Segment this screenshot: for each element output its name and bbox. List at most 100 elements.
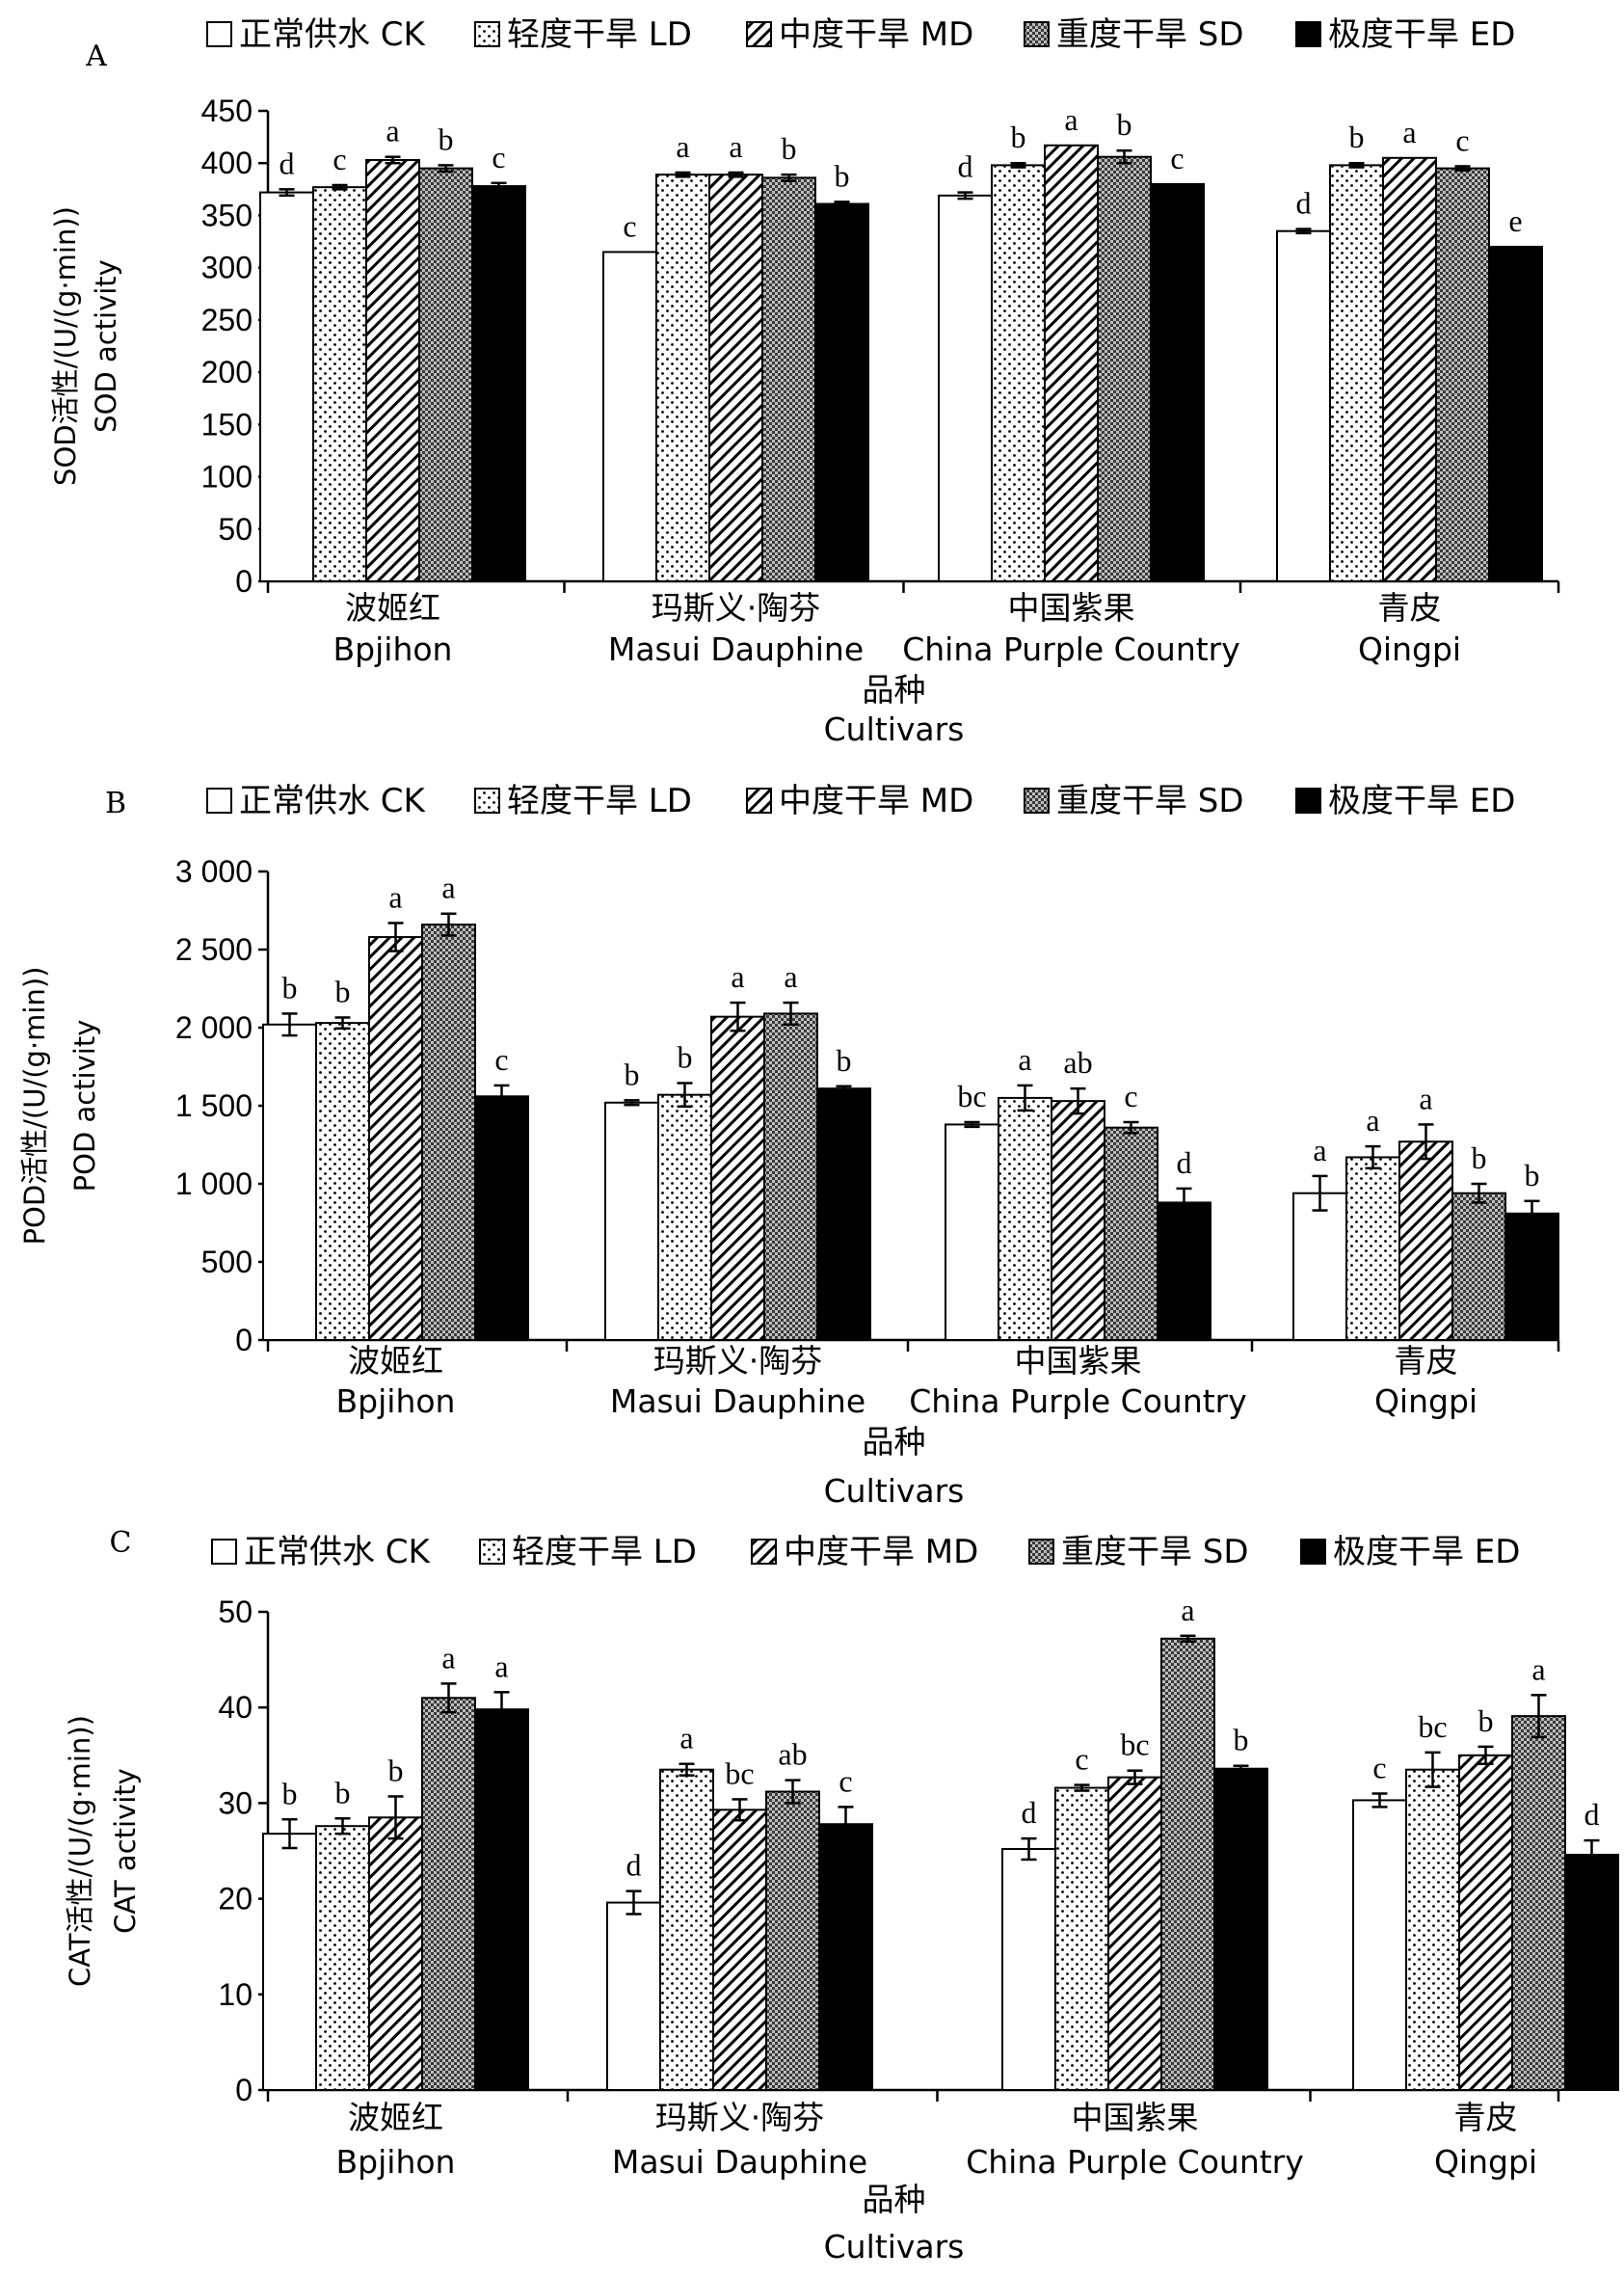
y-tick-label: 20 [218, 1882, 253, 1916]
panel-letter: A [85, 40, 107, 73]
significance-letter: bc [957, 1079, 986, 1113]
legend-swatch [206, 788, 232, 814]
bar-md [708, 174, 763, 582]
legend-item-md: 中度干旱 MD [751, 1533, 978, 1571]
bar-ld [659, 1768, 714, 2092]
bar-ck [604, 1101, 659, 1342]
category-label-cn: 青皮 [1378, 589, 1442, 627]
bar-ed [1157, 1201, 1211, 1341]
x-axis-title-en: Cultivars [824, 2228, 965, 2265]
bar-ld [1054, 1786, 1109, 2091]
bar-md [368, 1816, 423, 2092]
significance-letter: bc [725, 1755, 754, 1790]
y-tick-label: 30 [218, 1785, 253, 1820]
legend-item-sd: 重度干旱 SD [1024, 782, 1244, 820]
category-label-en: Qingpi [1358, 630, 1461, 668]
category-label-en: China Purple Country [909, 1382, 1247, 1420]
bar-ck [262, 1023, 317, 1341]
significance-letter: b [1525, 1158, 1540, 1193]
y-axis-title-cn: SOD活性/(U/(g·min)) [49, 206, 82, 486]
y-tick-label: 3 000 [175, 854, 253, 889]
significance-letter: c [1075, 1742, 1088, 1777]
bar-ed [818, 1823, 873, 2091]
legend-item-ed: 极度干旱 ED [1295, 15, 1515, 54]
significance-letter: c [1372, 1750, 1386, 1784]
significance-letter: a [784, 959, 797, 994]
legend-item-ed: 极度干旱 ED [1300, 1533, 1520, 1571]
significance-letter: a [1366, 1103, 1379, 1138]
significance-letter: d [1177, 1145, 1192, 1180]
significance-letter: bc [1120, 1728, 1149, 1762]
significance-letter: b [335, 1775, 351, 1809]
legend-label: 轻度干旱 LD [507, 15, 692, 54]
significance-letter: b [782, 131, 797, 166]
legend-swatch [474, 21, 500, 47]
bar-ld [315, 1825, 370, 2091]
bar-ed [816, 1087, 871, 1342]
bar-ed [1150, 182, 1205, 583]
legend-label: 重度干旱 SD [1056, 782, 1244, 820]
bar-md [1107, 1776, 1162, 2091]
significance-letter: d [958, 149, 973, 184]
legend-swatch [746, 788, 772, 814]
bar-ed [471, 185, 526, 583]
bar-ed [814, 202, 869, 582]
legend-item-md: 中度干旱 MD [746, 782, 973, 820]
significance-letter: ab [778, 1737, 807, 1772]
bar-md [710, 1015, 765, 1342]
significance-letter: b [1478, 1703, 1494, 1738]
significance-letter: a [1402, 115, 1416, 149]
significance-letter: b [1472, 1140, 1487, 1175]
bar-ck [606, 1901, 661, 2091]
legend-swatch [1300, 1539, 1326, 1565]
bar-ck [262, 1833, 317, 2092]
bar-ed [1504, 1212, 1559, 1342]
legend-item-md: 中度干旱 MD [746, 15, 973, 54]
significance-letter: a [1064, 102, 1078, 137]
bar-md [365, 158, 420, 582]
category-label-en: Qingpi [1434, 2143, 1537, 2181]
panel-c: C 正常供水 CK 轻度干旱 LD 中度干旱 MD 重度干旱 SD 极度干旱 ED 0 10 2… [64, 1526, 1619, 2265]
panel-a: A 正常供水 CK 轻度干旱 LD 中度干旱 MD 重度干旱 SD 极度干旱 ED 0 50 1… [49, 15, 1560, 748]
significance-letter: b [835, 158, 850, 193]
significance-letter: a [386, 114, 399, 148]
bar-sd [761, 176, 816, 582]
y-axis-title-en: CAT activity [109, 1768, 142, 1934]
category-label-en: Bpjihon [336, 2143, 456, 2181]
significance-letter: e [1508, 203, 1522, 238]
bar-sd [421, 924, 476, 1342]
bar-sd [1511, 1715, 1566, 2092]
bar-ld [1345, 1156, 1400, 1341]
significance-letter: c [623, 208, 636, 243]
y-tick-label: 40 [218, 1690, 253, 1725]
category-label-cn: 波姬红 [345, 589, 440, 627]
y-axis-title-cn: POD活性/(U/(g·min)) [18, 967, 51, 1246]
bar-md [1458, 1754, 1513, 2092]
category-label-cn: 玛斯义·陶芬 [652, 589, 821, 627]
bar-sd [421, 1697, 476, 2092]
bar-sd [1160, 1637, 1215, 2091]
category-label-cn: 中国紫果 [1008, 589, 1135, 627]
bar-sd [1435, 167, 1490, 582]
significance-letter: a [441, 871, 455, 905]
legend-swatch [206, 21, 232, 47]
category-label-en: Masui Dauphine [610, 1382, 865, 1420]
category-label-cn: 青皮 [1395, 1342, 1458, 1380]
y-tick-label: 300 [201, 251, 253, 285]
legend-item-ck: 正常供水 CK [206, 782, 427, 820]
significance-letter: b [1011, 120, 1026, 154]
category-label-en: China Purple Country [902, 630, 1240, 668]
y-tick-label: 0 [235, 1323, 253, 1357]
significance-letter: c [492, 140, 505, 174]
legend-label: 极度干旱 ED [1328, 15, 1515, 54]
y-tick-label: 50 [218, 1595, 253, 1629]
legend-swatch [746, 21, 772, 47]
y-axis-title-en: POD activity [68, 1020, 101, 1193]
category-label-en: Qingpi [1374, 1382, 1478, 1420]
bar-sd [1104, 1126, 1158, 1342]
significance-letter: a [441, 1640, 455, 1675]
category-label-en: Bpjihon [336, 1382, 456, 1420]
legend-item-ld: 轻度干旱 LD [474, 15, 692, 54]
significance-letter: c [839, 1763, 852, 1798]
